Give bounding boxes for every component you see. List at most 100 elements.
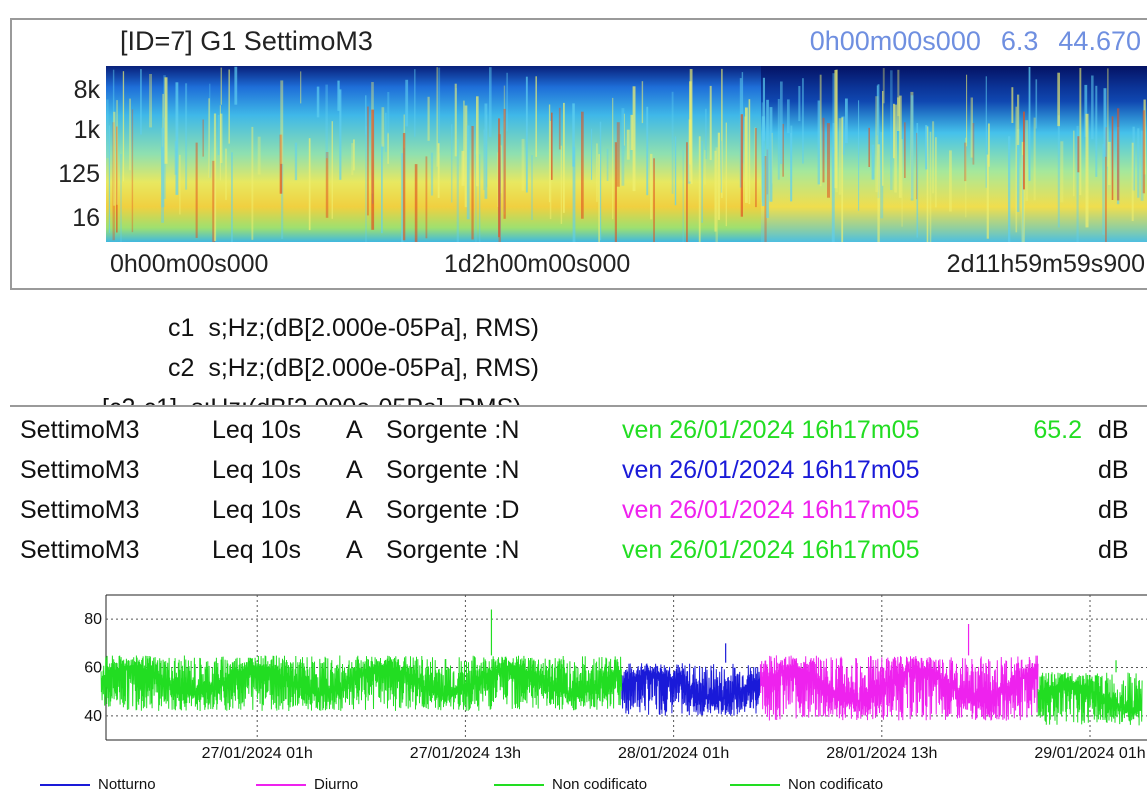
spectrogram-streak — [140, 69, 142, 135]
spectrogram-streak — [503, 108, 506, 219]
spectrogram-streak — [402, 133, 406, 241]
spectrogram-streak — [337, 80, 340, 111]
readout-v1: 6.3 — [1000, 26, 1039, 56]
series-line — [100, 655, 623, 712]
spectrogram-streak — [1108, 141, 1111, 185]
spectrogram-streak — [904, 122, 906, 178]
channel-line: c1 s;Hz;(dB[2.000e-05Pa], RMS) — [168, 314, 539, 343]
spectrogram-streak — [761, 116, 765, 207]
spectrogram-streak — [212, 160, 215, 242]
spectrogram-streak — [279, 134, 283, 194]
spectrogram-streak — [890, 70, 893, 190]
spectrogram-streak — [308, 138, 311, 231]
spectrogram-streak — [195, 142, 198, 238]
spectrogram-streak — [935, 137, 937, 208]
readout-time: 0h00m00s000 — [809, 26, 981, 56]
spectrogram-streak — [437, 143, 440, 198]
spectrogram-streak — [714, 150, 717, 232]
legend-label: Diurno — [314, 776, 359, 793]
spectrogram-streak — [548, 104, 551, 203]
spectrogram-streak — [353, 139, 355, 171]
spectrogram-streak — [106, 99, 109, 158]
spectrogram-streak — [162, 117, 165, 208]
spectrogram-streak — [858, 100, 860, 211]
spectrogram-streak — [1060, 141, 1064, 203]
x-tick-label: 29/01/2024 01h — [1034, 745, 1145, 762]
spectrogram-streak — [438, 67, 441, 154]
spectrogram-streak — [970, 97, 973, 158]
spectrogram-streak — [339, 89, 342, 180]
spectrogram-streak — [831, 147, 835, 242]
spectrogram-streak — [1117, 108, 1120, 201]
spectrogram-streak — [294, 142, 298, 181]
spectrogram-streak — [149, 74, 152, 128]
spectrogram-streak — [116, 100, 118, 205]
spectrogram-streak — [964, 142, 967, 182]
spectrogram-streak — [425, 156, 428, 239]
readout-v2: 44.670 — [1058, 26, 1141, 56]
channel-id: c2 — [168, 354, 195, 382]
spectrogram-streak — [414, 69, 416, 137]
row-datetime: ven 26/01/2024 16h17m05 — [622, 536, 920, 564]
spectrogram-streak — [213, 113, 217, 241]
spectrogram-streak — [257, 136, 261, 175]
spectrogram-streak — [929, 131, 932, 242]
legend-item: Notturno — [40, 776, 156, 793]
measurement-row: SettimoM3 Leq 10s A Sorgente :N ven 26/01/20… — [20, 416, 1140, 452]
spectrogram-streak — [671, 91, 674, 194]
spectrogram-streak — [1073, 130, 1075, 197]
spectrogram-streak — [822, 117, 825, 183]
spectrogram-streak — [641, 81, 644, 124]
spectrogram-streak — [1076, 125, 1079, 242]
spectrogram-streak — [489, 67, 492, 137]
spectrogram-streak — [403, 114, 405, 149]
channel-line-clipped: [c2-c1] s;Hz;(dB[2.000e-05Pa], RMS) — [0, 384, 1147, 406]
spectrogram-image[interactable] — [106, 66, 1147, 242]
spectrogram-streak — [798, 86, 801, 122]
spectrogram-streak — [202, 119, 204, 157]
spectrogram-streak — [220, 67, 222, 105]
spectrogram-streak — [877, 84, 880, 199]
spectrogram-streak — [572, 146, 576, 242]
row-datetime: ven 26/01/2024 16h17m05 — [622, 416, 920, 444]
spectrogram-streak — [834, 70, 838, 189]
row-unit: dB — [1098, 416, 1129, 444]
spectrogram-streak — [868, 127, 870, 167]
spectrogram-streak — [787, 99, 790, 134]
spectrogram-streak — [461, 150, 465, 186]
spectrogram-streak — [715, 147, 718, 242]
spectrogram-streak — [1028, 67, 1031, 181]
spectrogram-streak — [367, 106, 369, 216]
spectrogram-streak — [371, 109, 375, 230]
spectrogram-streak — [893, 103, 895, 159]
spectrogram-streak — [405, 79, 409, 127]
spectrogram-streak — [916, 123, 919, 238]
spectrogram-streak — [616, 122, 620, 187]
spectrogram-streak — [466, 125, 470, 220]
spectrogram-streak — [430, 152, 434, 196]
spectrogram-streak — [531, 155, 533, 220]
time-history-chart[interactable]: 40 60 80 27/01/2024 01h 27/01/2024 13h 28/01/… — [0, 585, 1147, 794]
legend-label: Notturno — [98, 776, 156, 793]
spectrogram-streak — [521, 138, 525, 191]
spectrogram-streak — [1105, 127, 1107, 242]
channel-id: [c2-c1] — [102, 394, 177, 406]
spectrogram-streak — [1131, 142, 1134, 221]
spectrogram-streak — [463, 100, 465, 182]
measurement-row: SettimoM3 Leq 10s A Sorgente :N ven 26/01/20… — [20, 456, 1140, 492]
spectrogram-streak — [1033, 117, 1036, 201]
spectrogram-streak — [1107, 68, 1109, 167]
spectrogram-streak — [626, 129, 630, 160]
y-tick-label: 40 — [84, 708, 102, 725]
row-weight: A — [346, 416, 363, 444]
spectrogram-streak — [451, 124, 453, 203]
spectrogram-streak — [1095, 85, 1098, 177]
spectrogram-streak — [535, 76, 537, 157]
spectrogram-streak — [251, 126, 254, 240]
spectrogram-streak — [782, 123, 784, 177]
legend-label: Non codificato — [552, 776, 648, 793]
spectrogram-streak — [777, 99, 780, 180]
spectrogram-streak — [401, 153, 404, 242]
spectrogram-streak — [365, 126, 367, 242]
spectrogram-streak — [709, 85, 712, 161]
